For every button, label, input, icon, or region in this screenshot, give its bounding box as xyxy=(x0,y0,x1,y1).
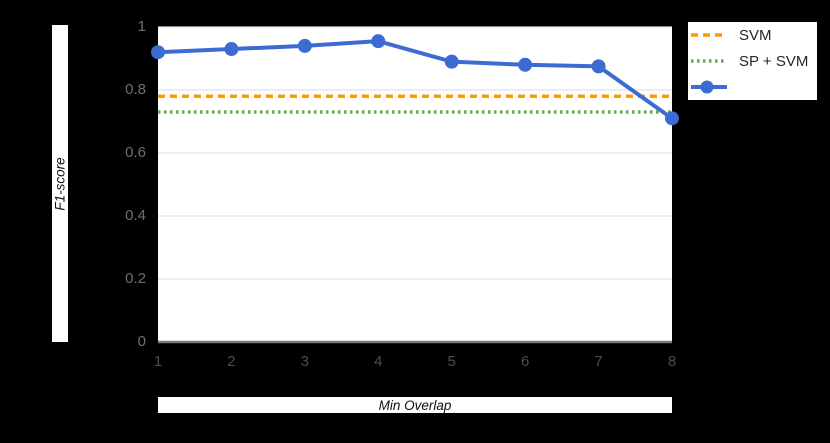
x-tick-label: 8 xyxy=(667,353,677,370)
y-tick-label: 0.6 xyxy=(125,144,146,161)
x-tick-label: 4 xyxy=(374,353,383,370)
data-point-marker xyxy=(224,42,239,57)
x-tick-label: 7 xyxy=(594,353,603,370)
legend-entry: SP + SVM xyxy=(688,48,817,74)
legend: SVM SP + SVM xyxy=(688,22,817,100)
x-tick-label: 6 xyxy=(520,353,530,370)
y-tick-label: 1 xyxy=(137,18,146,35)
legend-swatch-dotted-icon xyxy=(691,59,727,63)
data-point-marker xyxy=(371,34,386,49)
y-tick-label: 0.4 xyxy=(125,207,146,224)
plot-background xyxy=(158,27,672,342)
y-axis-title-strip: F1-score xyxy=(52,25,68,342)
x-axis-title-strip: Min Overlap xyxy=(158,397,672,413)
data-point-marker xyxy=(518,57,533,72)
y-tick-label: 0.2 xyxy=(125,270,146,287)
y-axis-title: F1-score xyxy=(52,156,68,211)
legend-label: SP + SVM xyxy=(739,52,809,70)
x-tick-label: 2 xyxy=(227,353,236,370)
x-tick-label: 5 xyxy=(447,353,456,370)
y-tick-label: 0.8 xyxy=(125,81,146,98)
legend-label: SVM xyxy=(739,26,772,44)
data-point-marker xyxy=(665,111,679,126)
y-tick-label: 0 xyxy=(137,333,146,350)
legend-swatch-dashed-icon xyxy=(691,33,727,37)
x-axis-title: Min Overlap xyxy=(378,397,452,413)
legend-entry xyxy=(688,74,817,100)
data-point-marker xyxy=(151,45,165,60)
legend-entry: SVM xyxy=(688,22,817,48)
legend-swatch-line-marker-icon xyxy=(691,80,727,94)
x-tick-label: 3 xyxy=(300,353,310,370)
data-point-marker xyxy=(297,38,312,53)
data-point-marker xyxy=(444,54,459,69)
data-point-marker xyxy=(591,59,606,74)
x-tick-label: 1 xyxy=(153,353,163,370)
series-line xyxy=(157,39,674,120)
